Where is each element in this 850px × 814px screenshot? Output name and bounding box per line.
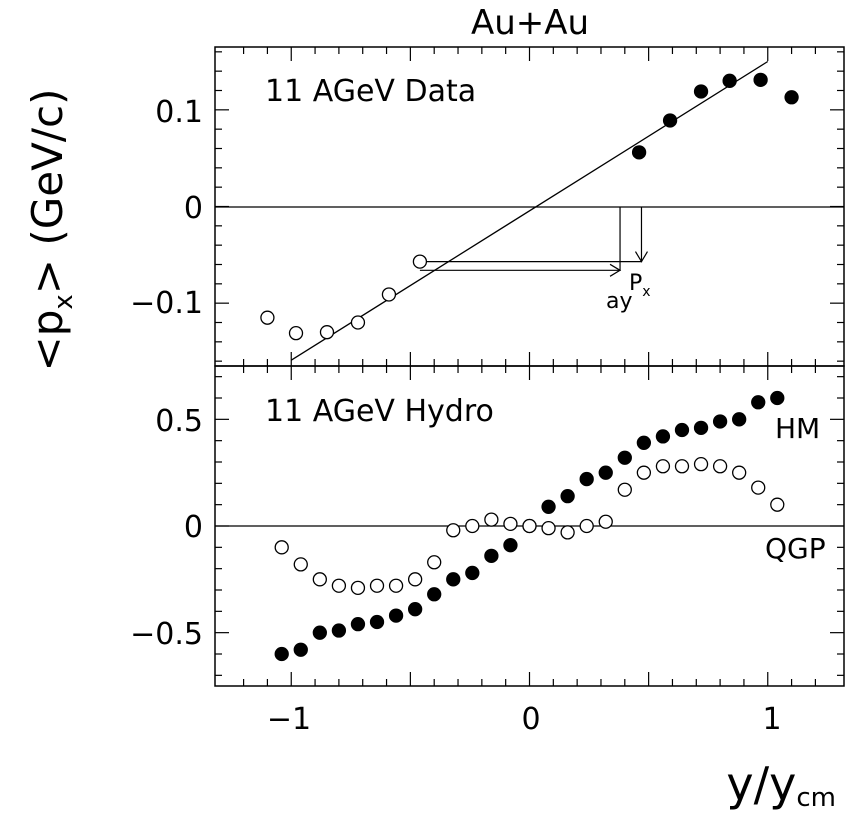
qgp-data-point [674,459,690,474]
qgp-data-point [312,572,327,587]
hm-data-point [560,488,575,504]
px-label-sub: x [642,284,650,300]
bottom-panel-label: 11 AGeV Hydro [265,394,494,429]
fit-line [290,60,769,361]
qgp-data-point [560,525,575,540]
hm-data-point [331,623,347,638]
hm-data-point [484,548,499,564]
qgp-data-point [293,557,308,572]
px-arrow [419,206,643,263]
qgp-data-point [522,518,537,534]
open-data-point [381,287,397,302]
hm-data-point [751,395,766,410]
qgp-data-point [350,580,366,596]
px-arrow-head [634,251,648,263]
ay-arrow-head [609,263,622,277]
bottom-y-tick-label: 0.5 [155,404,203,439]
qgp-data-point [732,465,747,480]
y-axis-label-sub: x [49,294,79,309]
plot-marks [260,60,799,662]
qgp-data-point [712,459,728,474]
filled-data-point [693,84,709,99]
x-axis-label: y/ycm [726,757,836,813]
hm-data-point [407,602,423,617]
qgp-data-point [331,578,347,593]
x-axis-label-main: y/y [726,757,796,811]
hm-data-point [350,616,366,632]
y-axis-label-right: > (GeV/c) [23,89,72,295]
qgp-data-point [446,523,461,538]
hm-data-point [388,608,404,623]
qgp-data-point [274,540,289,555]
hm-data-point [712,414,728,429]
qgp-data-point [541,520,556,536]
hm-data-point [693,420,709,436]
px-label: Px [629,271,651,300]
qgp-data-point [770,497,785,512]
top-panel-label: 11 AGeV Data [265,74,476,109]
qgp-data-point [617,482,632,497]
hm-data-point [503,538,518,553]
hm-data-point [541,499,556,514]
filled-data-point [753,72,768,88]
hm-data-point [579,471,594,487]
axis-ticks [215,47,844,686]
hm-data-point [655,429,671,444]
open-data-point [260,310,275,325]
x-axis-label-sub: cm [796,783,836,813]
y-axis-label-left: <p [23,310,72,372]
filled-data-point [631,145,647,160]
qgp-data-point [503,516,518,532]
hm-data-point [465,565,480,581]
qgp-data-point [388,578,404,593]
hm-data-point [770,390,785,406]
y-axis-label: <px> (GeV/c) [23,89,79,372]
qgp-data-point [636,465,652,480]
hm-data-point [617,450,632,465]
open-data-point [319,325,335,340]
top-y-tick-label: 0.1 [155,95,203,130]
x-tick-label: 1 [762,702,781,737]
ay-label: ay [606,289,633,314]
hm-data-point [427,587,442,602]
hm-data-point [274,646,289,662]
figure-title: Au+Au [471,3,589,43]
x-tick-label: 0 [521,702,540,737]
x-tick-label: −1 [267,702,311,737]
open-data-point [288,325,304,341]
open-data-point [350,315,366,330]
px-label-main: P [629,271,642,296]
qgp-data-point [369,578,385,593]
qgp-series-label: QGP [765,532,826,565]
filled-data-point [722,73,737,88]
hm-data-point [732,412,747,427]
qgp-data-point [655,459,671,474]
qgp-data-point [751,480,766,495]
bottom-y-tick-label: −0.5 [130,617,203,652]
qgp-data-point [465,518,480,534]
qgp-data-point [407,572,423,587]
hm-data-point [598,465,613,480]
hm-data-point [312,625,327,640]
qgp-data-point [427,555,442,570]
qgp-data-point [579,518,594,534]
hm-data-point [674,422,690,438]
filled-data-point [784,90,799,105]
hm-series-label: HM [775,412,820,445]
hm-data-point [293,642,308,657]
open-data-point [412,254,428,269]
filled-data-point [662,113,678,128]
hm-data-point [636,435,652,450]
top-y-tick-label: 0 [184,191,203,226]
qgp-data-point [598,514,613,529]
qgp-data-point [484,512,499,527]
bottom-y-tick-label: 0 [184,510,203,545]
hm-data-point [446,572,461,587]
hm-data-point [369,614,385,630]
top-y-tick-label: −0.1 [130,286,203,321]
qgp-data-point [693,456,709,472]
